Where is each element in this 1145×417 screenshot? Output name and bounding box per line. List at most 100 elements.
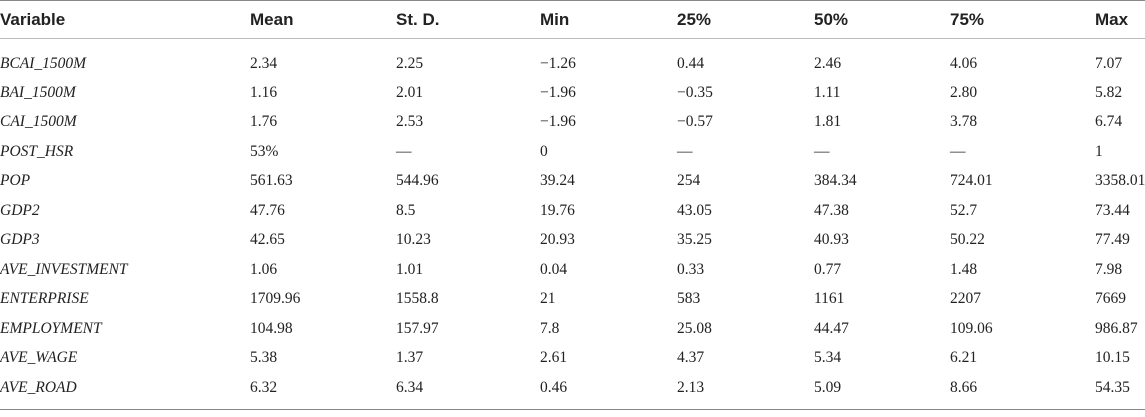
std-cell: — xyxy=(396,142,412,160)
p50-cell: 5.34 xyxy=(814,349,842,367)
header-p25: 25% xyxy=(677,0,814,39)
std-cell: 1.37 xyxy=(396,349,424,367)
min-cell: 0 xyxy=(540,142,548,160)
std-cell: 544.96 xyxy=(396,172,439,190)
mean-cell: 1709.96 xyxy=(250,290,301,308)
p75-cell: 2.80 xyxy=(950,83,978,101)
p50-cell: 47.38 xyxy=(814,201,849,219)
table-body: BCAI_1500M 2.34 2.25 −1.26 0.44 2.46 4.06 7.07 B… xyxy=(0,39,1145,410)
header-min: Min xyxy=(540,0,677,39)
p50-cell: 1161 xyxy=(814,290,845,308)
p25-cell: — xyxy=(677,142,693,160)
max-cell: 986.87 xyxy=(1095,319,1138,337)
p50-cell: 2.46 xyxy=(814,54,842,72)
header-mean: Mean xyxy=(250,0,396,39)
header-variable: Variable xyxy=(0,0,250,39)
p25-cell: 43.05 xyxy=(677,201,712,219)
p50-cell: 1.11 xyxy=(814,83,841,101)
p75-cell: 50.22 xyxy=(950,231,985,249)
min-cell: 19.76 xyxy=(540,201,575,219)
header-row: Variable Mean St. D. Min 25% 50% 75% Max xyxy=(0,0,1145,39)
p75-cell: 724.01 xyxy=(950,172,993,190)
p25-cell: 4.37 xyxy=(677,349,705,367)
min-cell: 20.93 xyxy=(540,231,575,249)
p25-cell: −0.35 xyxy=(677,83,713,101)
table-row: EMPLOYMENT 104.98 157.97 7.8 25.08 44.47 109.0… xyxy=(0,314,1145,344)
max-cell: 7.98 xyxy=(1095,260,1123,278)
header-p75: 75% xyxy=(950,0,1095,39)
p50-cell: 44.47 xyxy=(814,319,849,337)
min-cell: 7.8 xyxy=(540,319,560,337)
mean-cell: 2.34 xyxy=(250,54,278,72)
variable-cell: GDP3 xyxy=(0,231,40,249)
variable-cell: POST_HSR xyxy=(0,142,74,160)
variable-cell: BCAI_1500M xyxy=(0,54,87,72)
std-cell: 6.34 xyxy=(396,373,540,410)
table-row: GDP2 47.76 8.5 19.76 43.05 47.38 52.7 73.44 xyxy=(0,196,1145,226)
std-cell: 2.01 xyxy=(396,83,424,101)
variable-cell: BAI_1500M xyxy=(0,83,76,101)
std-cell: 8.5 xyxy=(396,201,416,219)
variable-cell: AVE_WAGE xyxy=(0,349,78,367)
p75-cell: 4.06 xyxy=(950,54,978,72)
variable-cell: POP xyxy=(0,172,31,190)
max-cell: 7.07 xyxy=(1095,54,1123,72)
p50-cell: 384.34 xyxy=(814,172,857,190)
table-row: AVE_ROAD 6.32 6.34 0.46 2.13 5.09 8.66 54.35 xyxy=(0,373,1145,410)
table-row: GDP3 42.65 10.23 20.93 35.25 40.93 50.22 77.49 xyxy=(0,226,1145,256)
min-cell: −1.96 xyxy=(540,83,576,101)
mean-cell: 1.06 xyxy=(250,260,278,278)
table-row: CAI_1500M 1.76 2.53 −1.96 −0.57 1.81 3.78 6.74 xyxy=(0,108,1145,138)
mean-cell: 6.32 xyxy=(250,373,396,410)
std-cell: 2.25 xyxy=(396,54,424,72)
header-p50: 50% xyxy=(814,0,950,39)
header-max: Max xyxy=(1095,0,1145,39)
variable-cell: CAI_1500M xyxy=(0,113,77,131)
max-cell: 54.35 xyxy=(1095,373,1145,410)
variable-cell: GDP2 xyxy=(0,201,40,219)
p25-cell: 25.08 xyxy=(677,319,712,337)
table-row: AVE_WAGE 5.38 1.37 2.61 4.37 5.34 6.21 10.15 xyxy=(0,344,1145,374)
std-cell: 2.53 xyxy=(396,113,424,131)
table-row: ENTERPRISE 1709.96 1558.8 21 583 1161 2207 7669 xyxy=(0,285,1145,315)
mean-cell: 1.76 xyxy=(250,113,278,131)
max-cell: 10.15 xyxy=(1095,349,1130,367)
header-std: St. D. xyxy=(396,0,540,39)
max-cell: 3358.01 xyxy=(1095,172,1145,190)
p75-cell: — xyxy=(950,142,966,160)
p25-cell: 583 xyxy=(677,290,701,308)
p75-cell: 52.7 xyxy=(950,201,978,219)
p75-cell: 1.48 xyxy=(950,260,978,278)
mean-cell: 561.63 xyxy=(250,172,293,190)
min-cell: 0.46 xyxy=(540,373,677,410)
mean-cell: 1.16 xyxy=(250,83,278,101)
max-cell: 6.74 xyxy=(1095,113,1123,131)
max-cell: 5.82 xyxy=(1095,83,1123,101)
p50-cell: 40.93 xyxy=(814,231,849,249)
p75-cell: 109.06 xyxy=(950,319,993,337)
variable-cell: ENTERPRISE xyxy=(0,290,89,308)
p75-cell: 8.66 xyxy=(950,373,1095,410)
std-cell: 157.97 xyxy=(396,319,439,337)
table-row: AVE_INVESTMENT 1.06 1.01 0.04 0.33 0.77 1.48 7.… xyxy=(0,255,1145,285)
max-cell: 1 xyxy=(1095,142,1103,160)
mean-cell: 104.98 xyxy=(250,319,293,337)
min-cell: 39.24 xyxy=(540,172,575,190)
min-cell: 21 xyxy=(540,290,556,308)
p25-cell: 35.25 xyxy=(677,231,712,249)
min-cell: 0.04 xyxy=(540,260,568,278)
table-row: POP 561.63 544.96 39.24 254 384.34 724.01 3358.… xyxy=(0,167,1145,197)
p50-cell: 5.09 xyxy=(814,373,950,410)
mean-cell: 47.76 xyxy=(250,201,285,219)
p50-cell: 1.81 xyxy=(814,113,842,131)
table-row: POST_HSR 53% — 0 — — — 1 xyxy=(0,137,1145,167)
variable-cell: AVE_ROAD xyxy=(0,373,250,410)
max-cell: 77.49 xyxy=(1095,231,1130,249)
p25-cell: 0.44 xyxy=(677,54,705,72)
mean-cell: 42.65 xyxy=(250,231,285,249)
min-cell: 2.61 xyxy=(540,349,568,367)
p50-cell: — xyxy=(814,142,830,160)
p75-cell: 6.21 xyxy=(950,349,978,367)
mean-cell: 5.38 xyxy=(250,349,278,367)
